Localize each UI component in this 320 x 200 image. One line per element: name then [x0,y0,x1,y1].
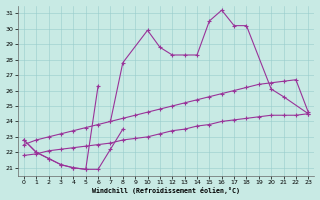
X-axis label: Windchill (Refroidissement éolien,°C): Windchill (Refroidissement éolien,°C) [92,187,240,194]
